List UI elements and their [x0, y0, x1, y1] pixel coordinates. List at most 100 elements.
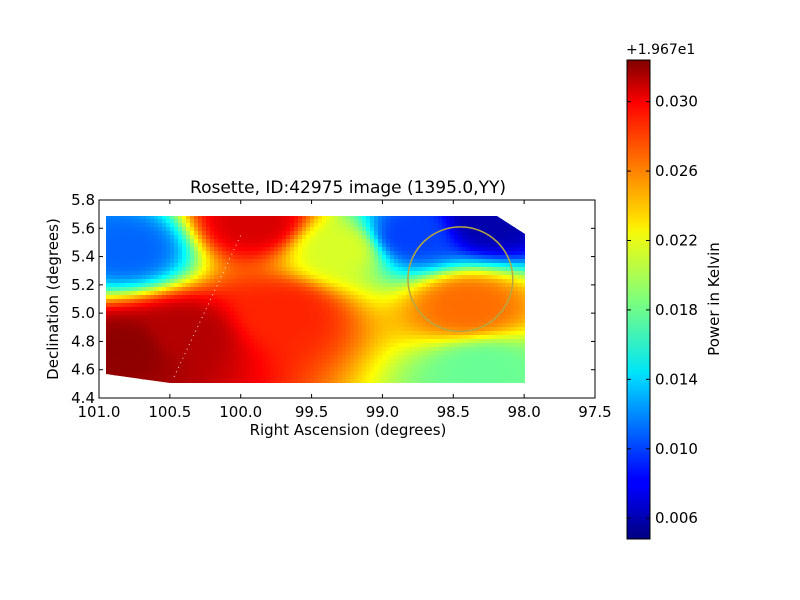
heatmap-cell — [134, 279, 139, 284]
heatmap-cell — [122, 283, 127, 288]
heatmap-cell — [298, 255, 303, 260]
heatmap-cell — [106, 307, 111, 312]
heatmap-cell — [418, 263, 423, 268]
heatmap-cell — [422, 351, 427, 356]
heatmap-cell — [514, 375, 519, 380]
heatmap-cell — [286, 239, 291, 244]
heatmap-cell — [150, 259, 155, 264]
heatmap-cell — [442, 319, 447, 324]
heatmap-cell — [218, 283, 223, 288]
heatmap-cell — [458, 379, 463, 383]
heatmap-cell — [122, 359, 127, 364]
heatmap-cell — [518, 235, 523, 240]
heatmap-cell — [110, 267, 115, 272]
heatmap-cell — [178, 251, 183, 256]
heatmap-cell — [414, 351, 419, 356]
heatmap-cell — [166, 311, 171, 316]
heatmap-cell — [326, 327, 331, 332]
heatmap-cell — [122, 363, 127, 368]
heatmap-cell — [138, 315, 143, 320]
heatmap-cell — [226, 343, 231, 348]
heatmap-cell — [310, 227, 315, 232]
heatmap-cell — [126, 363, 131, 368]
heatmap-cell — [450, 299, 455, 304]
heatmap-cell — [298, 307, 303, 312]
heatmap-cell — [210, 283, 215, 288]
heatmap-cell — [170, 319, 175, 324]
heatmap-cell — [398, 371, 403, 376]
heatmap-cell — [338, 283, 343, 288]
heatmap-cell — [338, 231, 343, 236]
heatmap-cell — [466, 315, 471, 320]
heatmap-cell — [438, 267, 443, 272]
heatmap-cell — [146, 363, 151, 368]
heatmap-cell — [286, 255, 291, 260]
heatmap-cell — [422, 247, 427, 252]
heatmap-cell — [138, 223, 143, 228]
heatmap-cell — [142, 327, 147, 332]
heatmap-cell — [494, 279, 499, 284]
heatmap-cell — [442, 363, 447, 368]
heatmap-cell — [270, 263, 275, 268]
heatmap-cell — [266, 363, 271, 368]
heatmap-cell — [462, 379, 467, 383]
heatmap-cell — [398, 315, 403, 320]
heatmap-cell — [350, 319, 355, 324]
heatmap-cell — [282, 291, 287, 296]
heatmap-cell — [406, 219, 411, 224]
heatmap-cell — [222, 311, 227, 316]
heatmap-cell — [274, 295, 279, 300]
heatmap-cell — [366, 219, 371, 224]
heatmap-cell — [142, 287, 147, 292]
heatmap-cell — [194, 239, 199, 244]
heatmap-cell — [394, 335, 399, 340]
heatmap-cell — [342, 287, 347, 292]
heatmap-cell — [410, 327, 415, 332]
heatmap-cell — [450, 303, 455, 308]
heatmap-cell — [226, 259, 231, 264]
heatmap-cell — [286, 379, 291, 383]
heatmap-cell — [126, 239, 131, 244]
heatmap-cell — [230, 315, 235, 320]
heatmap-cell — [194, 235, 199, 240]
heatmap-cell — [118, 247, 123, 252]
heatmap-cell — [426, 331, 431, 336]
heatmap-cell — [110, 227, 115, 232]
heatmap-cell — [306, 327, 311, 332]
heatmap-cell — [414, 379, 419, 383]
heatmap-cell — [314, 323, 319, 328]
heatmap-cell — [406, 299, 411, 304]
heatmap-cell — [342, 375, 347, 380]
heatmap-cell — [418, 367, 423, 372]
heatmap-cell — [146, 223, 151, 228]
heatmap-cell — [114, 223, 119, 228]
heatmap-cell — [174, 359, 179, 364]
heatmap-cell — [194, 359, 199, 364]
heatmap-cell — [214, 323, 219, 328]
heatmap-cell — [386, 379, 391, 383]
heatmap-cell — [494, 259, 499, 264]
heatmap-cell — [286, 279, 291, 284]
heatmap-cell — [382, 319, 387, 324]
heatmap-cell — [174, 267, 179, 272]
heatmap-cell — [146, 291, 151, 296]
heatmap-cell — [290, 303, 295, 308]
heatmap-cell — [142, 247, 147, 252]
heatmap-cell — [218, 319, 223, 324]
heatmap-cell — [222, 231, 227, 236]
heatmap-cell — [474, 223, 479, 228]
heatmap-cell — [510, 255, 515, 260]
heatmap-cell — [354, 271, 359, 276]
heatmap-cell — [498, 339, 503, 344]
heatmap-cell — [234, 323, 239, 328]
heatmap-cell — [314, 216, 319, 220]
heatmap-cell — [482, 315, 487, 320]
heatmap-cell — [450, 216, 455, 220]
heatmap-cell — [226, 335, 231, 340]
heatmap-cell — [378, 311, 383, 316]
heatmap-cell — [442, 303, 447, 308]
heatmap-cell — [418, 255, 423, 260]
heatmap-cell — [302, 379, 307, 383]
heatmap-cell — [194, 275, 199, 280]
heatmap-cell — [118, 367, 123, 372]
